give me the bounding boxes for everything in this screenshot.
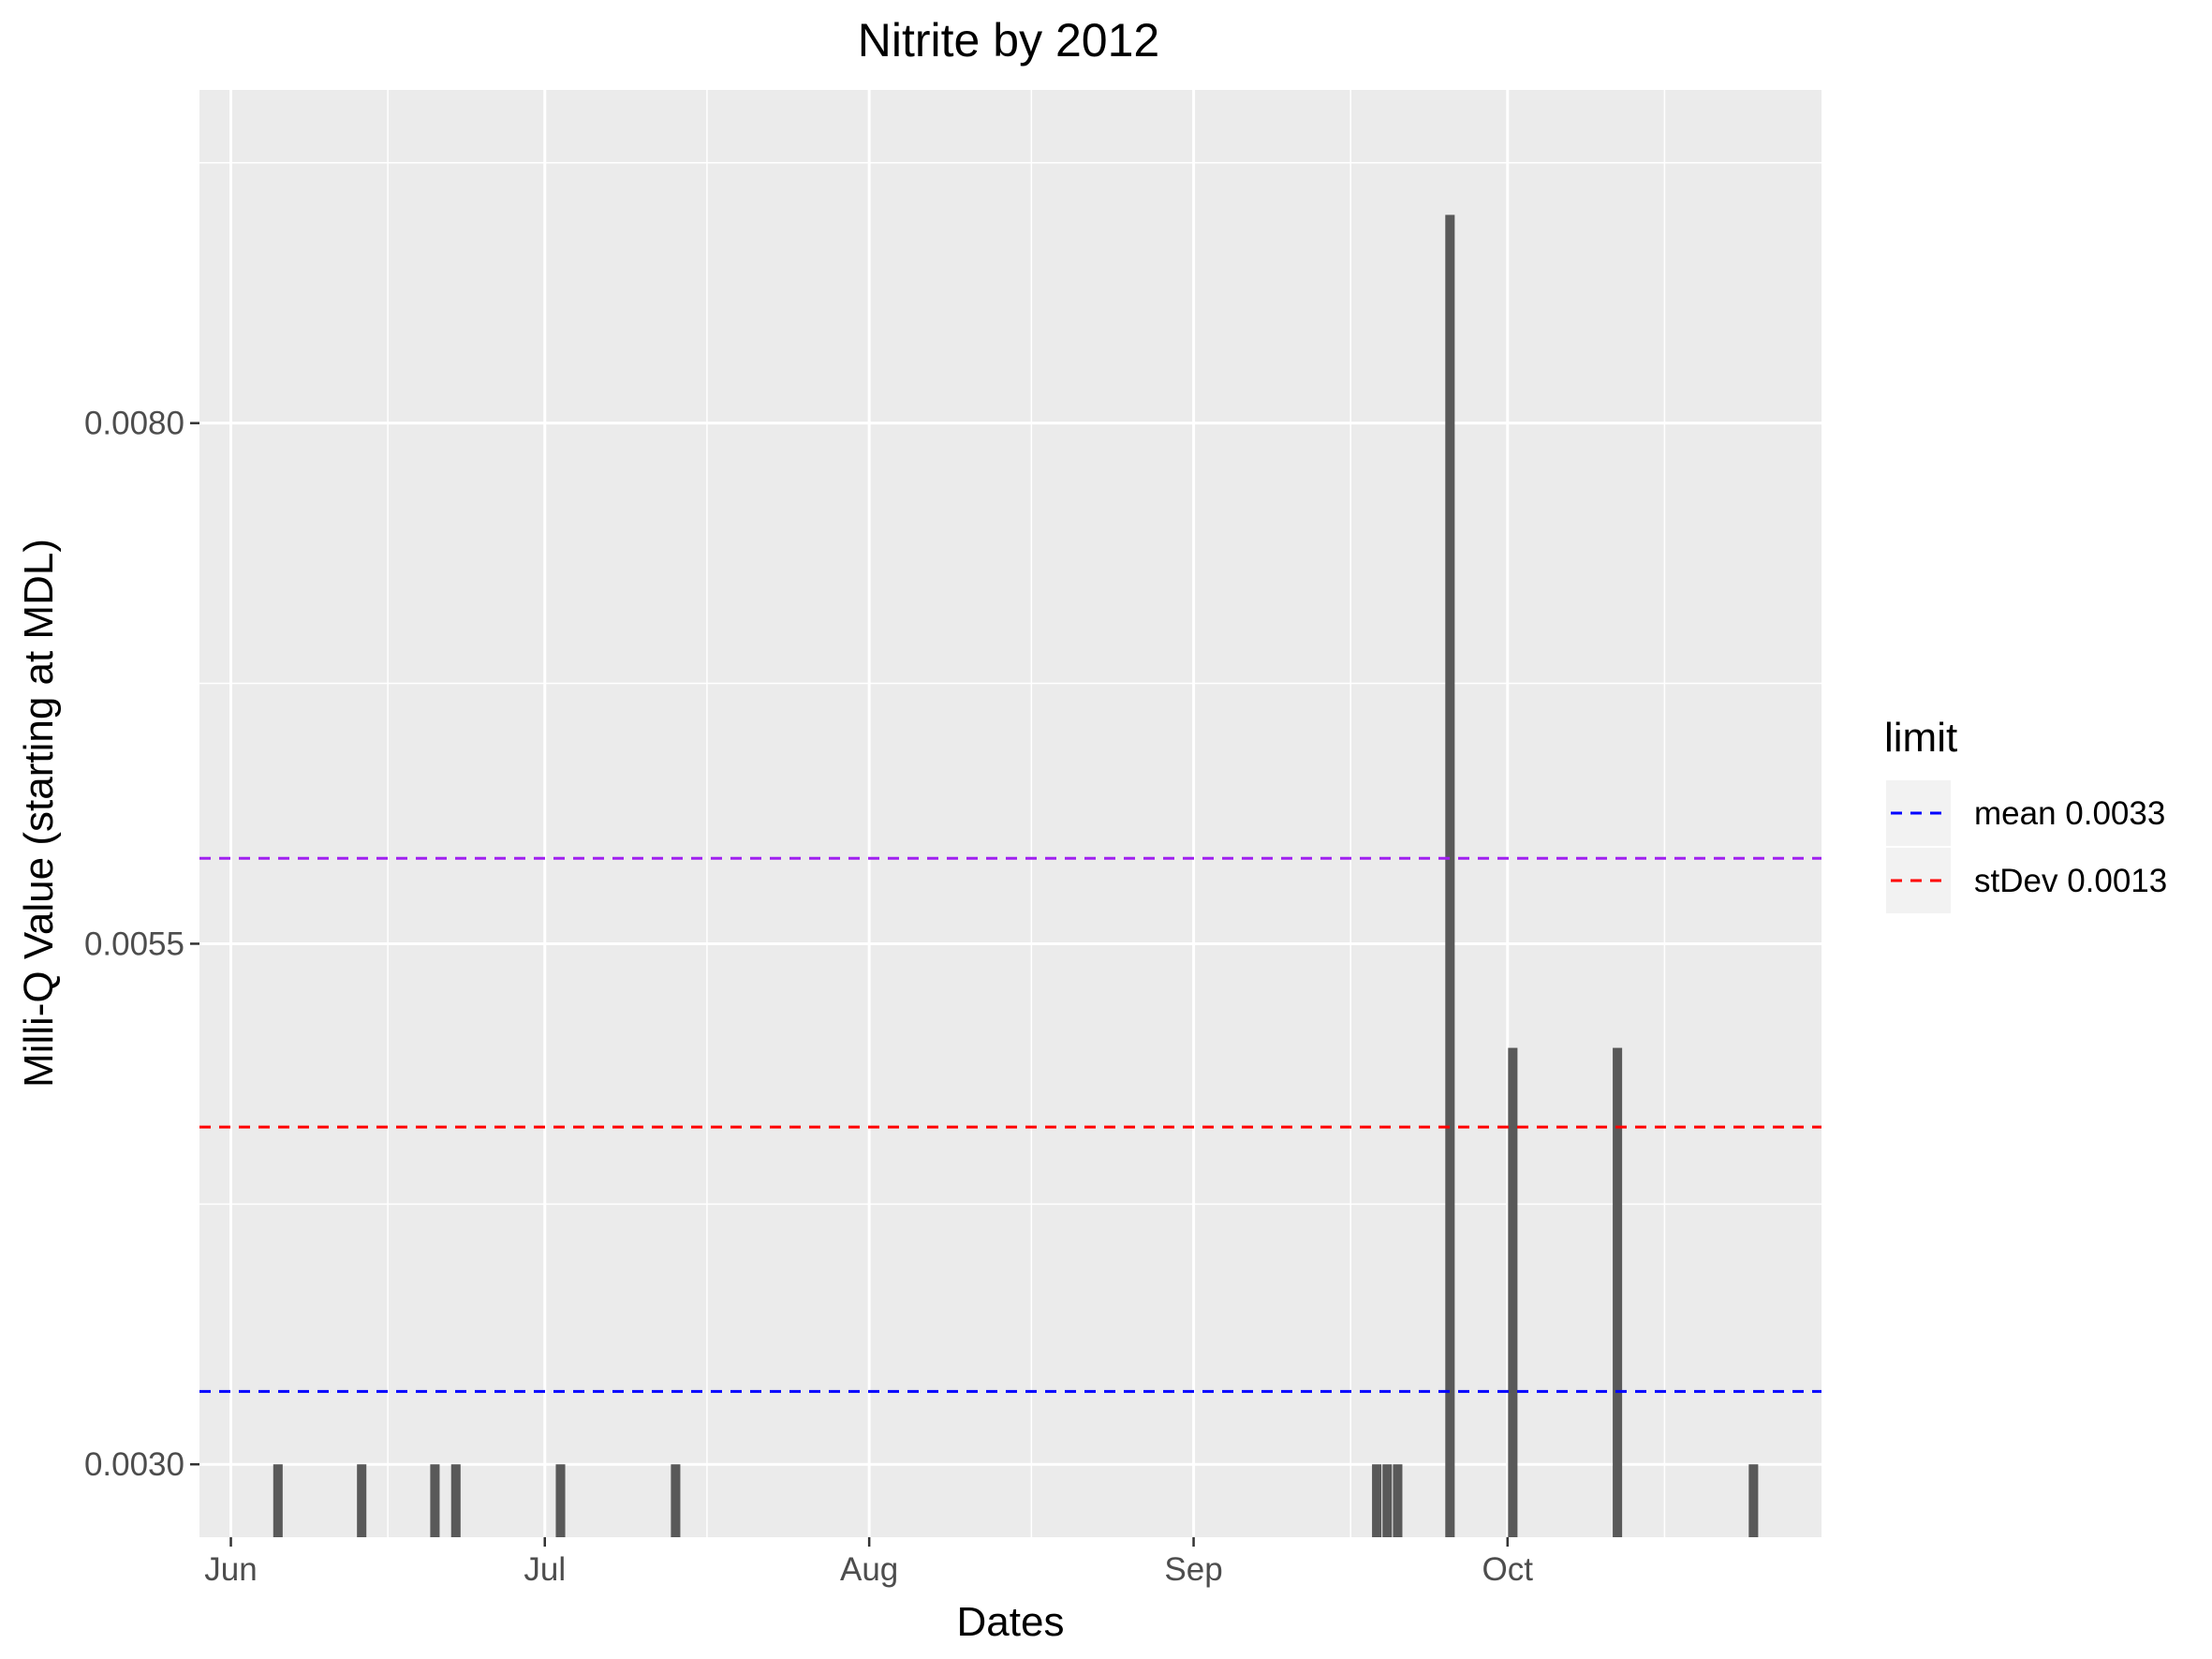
bar [273,1464,283,1537]
y-tick-label: 0.0055 [84,926,184,962]
x-tick-label: Jun [204,1551,257,1588]
bar [1445,215,1455,1537]
x-tick-label: Jul [524,1551,566,1588]
x-tick-label: Sep [1164,1551,1222,1588]
y-tick-label: 0.0030 [84,1446,184,1483]
bar [1393,1464,1403,1537]
bar [671,1464,681,1537]
plot-panel [199,90,1821,1537]
legend-title: limit [1884,715,1957,761]
y-axis-label: Milli-Q Value (starting at MDL) [16,539,62,1088]
legend-label: mean 0.0033 [1974,795,2165,832]
bar [357,1464,367,1537]
bar [1508,1047,1518,1537]
chart-title: Nitrite by 2012 [858,14,1159,67]
x-axis-label: Dates [957,1599,1065,1645]
bar [555,1464,566,1537]
legend-label: stDev 0.0013 [1974,863,2167,899]
reference-line-layer [199,856,1821,1393]
bar-layer [273,215,1759,1537]
bar [1613,1047,1623,1537]
bar [1382,1464,1393,1537]
legend-entries: mean 0.0033 stDev 0.0013 [1886,780,2167,913]
grid-layer [199,90,1821,1537]
bar [1748,1464,1759,1537]
bar [450,1464,461,1537]
legend: limit mean 0.0033 stDev 0.0013 [1884,715,2167,913]
bar [1372,1464,1382,1537]
axis-layer: 0.0030 0.0055 0.0080 Jun Jul Aug Sep Oct [84,406,1533,1588]
x-tick-label: Oct [1482,1551,1534,1588]
bar [430,1464,440,1537]
y-tick-label: 0.0080 [84,406,184,442]
x-tick-label: Aug [840,1551,898,1588]
